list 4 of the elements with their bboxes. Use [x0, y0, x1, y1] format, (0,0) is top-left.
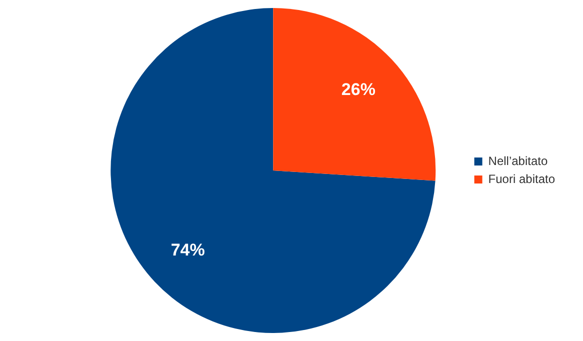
legend-label: Nell’abitato: [488, 154, 548, 168]
data-label: 74%: [170, 240, 205, 260]
legend-label: Fuori abitato: [488, 172, 556, 186]
data-label: 26%: [341, 80, 376, 100]
